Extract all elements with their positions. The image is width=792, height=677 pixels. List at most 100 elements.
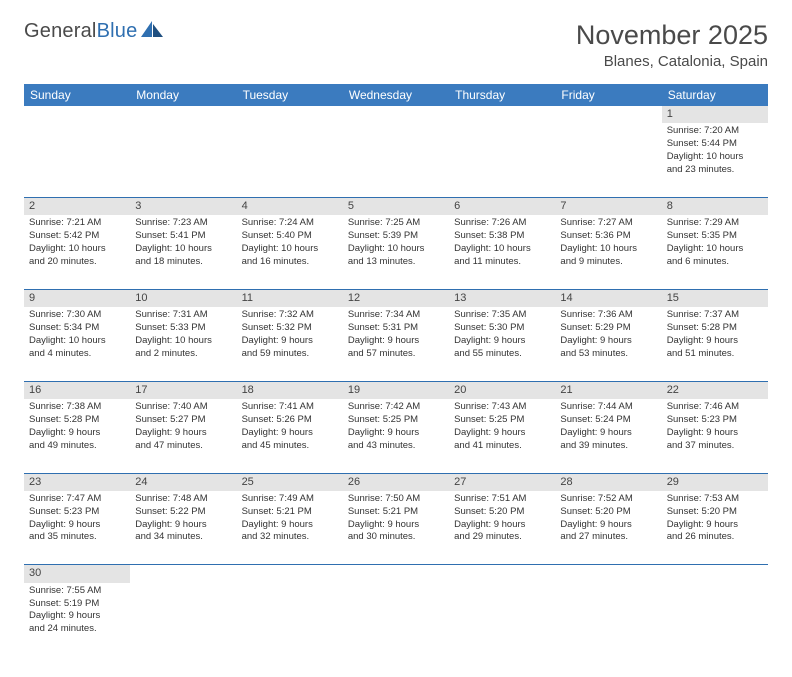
daynum-row: 1 [24,106,768,123]
day-line: Sunrise: 7:20 AM [667,125,763,138]
day-line: Daylight: 9 hours [29,610,125,623]
day-line: Sunset: 5:22 PM [135,506,231,519]
day-number-cell [343,106,449,123]
day-header-row: Sunday Monday Tuesday Wednesday Thursday… [24,84,768,106]
day-cell: Sunrise: 7:34 AMSunset: 5:31 PMDaylight:… [343,307,449,381]
day-line: Daylight: 9 hours [29,519,125,532]
day-number-cell: 9 [24,289,130,307]
day-line: Sunrise: 7:31 AM [135,309,231,322]
week-row: Sunrise: 7:47 AMSunset: 5:23 PMDaylight:… [24,491,768,565]
day-line: Sunrise: 7:46 AM [667,401,763,414]
day-cell [24,123,130,197]
day-line: Sunrise: 7:29 AM [667,217,763,230]
day-number-cell: 14 [555,289,661,307]
day-line: Daylight: 9 hours [242,519,338,532]
day-line: and 59 minutes. [242,348,338,361]
day-header: Thursday [449,84,555,106]
day-cell: Sunrise: 7:41 AMSunset: 5:26 PMDaylight:… [237,399,343,473]
day-cell: Sunrise: 7:23 AMSunset: 5:41 PMDaylight:… [130,215,236,289]
day-cell: Sunrise: 7:37 AMSunset: 5:28 PMDaylight:… [662,307,768,381]
day-line: and 35 minutes. [29,531,125,544]
day-number-cell: 28 [555,473,661,491]
day-cell: Sunrise: 7:49 AMSunset: 5:21 PMDaylight:… [237,491,343,565]
day-line: Sunset: 5:42 PM [29,230,125,243]
day-line: Daylight: 10 hours [135,335,231,348]
day-cell [130,583,236,657]
day-number-cell: 12 [343,289,449,307]
day-line: Daylight: 10 hours [667,151,763,164]
day-line: Daylight: 9 hours [454,427,550,440]
day-header: Monday [130,84,236,106]
day-cell: Sunrise: 7:26 AMSunset: 5:38 PMDaylight:… [449,215,555,289]
day-number-cell [662,565,768,583]
day-line: Sunrise: 7:51 AM [454,493,550,506]
day-line: Sunset: 5:30 PM [454,322,550,335]
day-line: Sunset: 5:41 PM [135,230,231,243]
day-line: Sunrise: 7:44 AM [560,401,656,414]
day-number-cell: 13 [449,289,555,307]
day-line: and 57 minutes. [348,348,444,361]
day-cell: Sunrise: 7:27 AMSunset: 5:36 PMDaylight:… [555,215,661,289]
day-line: and 49 minutes. [29,440,125,453]
day-line: Daylight: 9 hours [454,519,550,532]
day-cell: Sunrise: 7:46 AMSunset: 5:23 PMDaylight:… [662,399,768,473]
brand-logo: GeneralBlue [24,20,163,43]
week-row: Sunrise: 7:20 AMSunset: 5:44 PMDaylight:… [24,123,768,197]
day-line: and 11 minutes. [454,256,550,269]
day-line: and 23 minutes. [667,164,763,177]
day-line: Daylight: 9 hours [135,427,231,440]
day-line: Sunset: 5:44 PM [667,138,763,151]
day-line: and 37 minutes. [667,440,763,453]
day-cell: Sunrise: 7:48 AMSunset: 5:22 PMDaylight:… [130,491,236,565]
day-number-cell: 26 [343,473,449,491]
day-line: Sunrise: 7:26 AM [454,217,550,230]
day-line: Sunset: 5:24 PM [560,414,656,427]
day-line: and 55 minutes. [454,348,550,361]
day-line: Sunset: 5:21 PM [348,506,444,519]
daynum-row: 9101112131415 [24,289,768,307]
day-number-cell: 1 [662,106,768,123]
day-line: Daylight: 9 hours [348,427,444,440]
day-line: Sunrise: 7:48 AM [135,493,231,506]
day-header: Friday [555,84,661,106]
day-line: Sunset: 5:29 PM [560,322,656,335]
day-line: and 13 minutes. [348,256,444,269]
day-line: Sunrise: 7:47 AM [29,493,125,506]
day-header: Tuesday [237,84,343,106]
day-number-cell: 30 [24,565,130,583]
day-line: and 16 minutes. [242,256,338,269]
day-line: Sunrise: 7:32 AM [242,309,338,322]
day-line: and 39 minutes. [560,440,656,453]
day-line: and 9 minutes. [560,256,656,269]
day-cell [449,583,555,657]
day-cell [343,583,449,657]
day-number-cell: 27 [449,473,555,491]
day-line: Daylight: 9 hours [29,427,125,440]
daynum-row: 16171819202122 [24,381,768,399]
day-number-cell: 22 [662,381,768,399]
day-number-cell: 24 [130,473,236,491]
day-cell: Sunrise: 7:36 AMSunset: 5:29 PMDaylight:… [555,307,661,381]
day-number-cell: 7 [555,197,661,215]
page-header: GeneralBlue November 2025 Blanes, Catalo… [24,20,768,70]
day-cell: Sunrise: 7:42 AMSunset: 5:25 PMDaylight:… [343,399,449,473]
day-number-cell: 15 [662,289,768,307]
day-line: Sunrise: 7:52 AM [560,493,656,506]
brand-part2: Blue [97,20,138,43]
day-line: Sunset: 5:21 PM [242,506,338,519]
sail-icon [141,21,163,37]
day-line: Sunset: 5:25 PM [454,414,550,427]
day-cell: Sunrise: 7:24 AMSunset: 5:40 PMDaylight:… [237,215,343,289]
day-line: Sunset: 5:25 PM [348,414,444,427]
week-row: Sunrise: 7:38 AMSunset: 5:28 PMDaylight:… [24,399,768,473]
day-number-cell: 17 [130,381,236,399]
day-cell: Sunrise: 7:47 AMSunset: 5:23 PMDaylight:… [24,491,130,565]
day-line: Sunrise: 7:49 AM [242,493,338,506]
day-line: Sunset: 5:38 PM [454,230,550,243]
day-number-cell: 11 [237,289,343,307]
day-line: Sunrise: 7:30 AM [29,309,125,322]
day-line: and 20 minutes. [29,256,125,269]
day-number-cell: 20 [449,381,555,399]
day-line: Daylight: 10 hours [560,243,656,256]
daynum-row: 30 [24,565,768,583]
